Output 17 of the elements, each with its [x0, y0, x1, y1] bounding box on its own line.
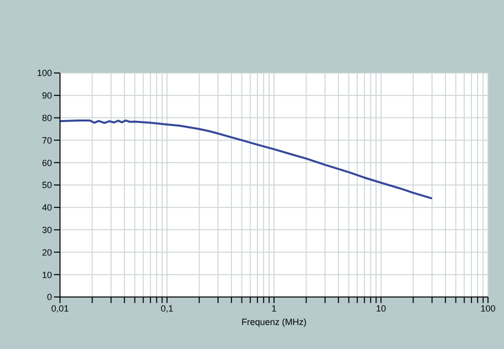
x-tick-label: 100 [480, 303, 496, 314]
x-tick-label: 0,1 [160, 303, 174, 314]
y-tick-label: 70 [42, 135, 52, 146]
y-tick-label: 100 [36, 68, 52, 78]
y-tick-label: 0 [46, 292, 52, 302]
x-tick-label: 1 [271, 303, 277, 314]
y-tick-label: 20 [42, 247, 52, 258]
y-tick-label: 10 [42, 270, 52, 280]
x-axis-title: Frequenz (MHz) [241, 317, 307, 327]
y-tick-label: 50 [42, 180, 52, 190]
y-tick-label: 90 [42, 90, 52, 101]
x-tick-label: 0,01 [51, 303, 69, 314]
y-tick-label: 30 [42, 224, 52, 235]
y-tick-label: 80 [42, 112, 52, 123]
y-tick-label: 60 [42, 158, 52, 168]
y-tick-label: 40 [42, 202, 52, 213]
x-tick-label: 10 [376, 303, 386, 314]
